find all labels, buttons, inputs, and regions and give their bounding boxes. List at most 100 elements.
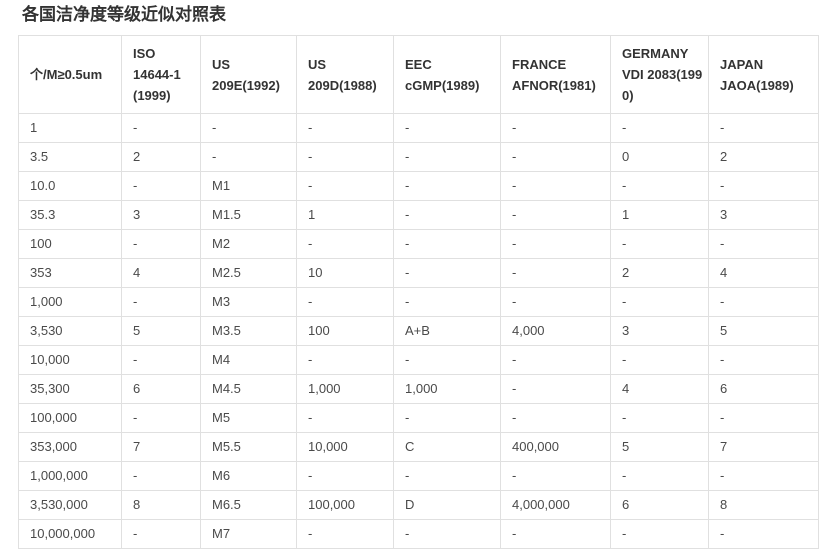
cell-germany-vdi: - bbox=[610, 171, 709, 201]
header-line: JAOA(1989) bbox=[720, 77, 794, 93]
cell-iso-14644-1: 6 bbox=[121, 374, 201, 404]
cell-eec-cgmp: - bbox=[393, 142, 501, 172]
column-header-us-209d: US 209D(1988) bbox=[296, 35, 394, 114]
cell-us-209d: 10 bbox=[296, 258, 394, 288]
header-line: 209E(1992) bbox=[212, 77, 280, 93]
cell-us-209e: M2 bbox=[200, 229, 297, 259]
cell-us-209e: - bbox=[200, 113, 297, 143]
cell-us-209d: 10,000 bbox=[296, 432, 394, 462]
cell-iso-14644-1: 3 bbox=[121, 200, 201, 230]
cell-eec-cgmp: - bbox=[393, 461, 501, 491]
cell-us-209d: - bbox=[296, 461, 394, 491]
cell-japan-jaoa: - bbox=[708, 345, 819, 375]
cell-iso-14644-1: 7 bbox=[121, 432, 201, 462]
cell-germany-vdi: 1 bbox=[610, 200, 709, 230]
cell-us-209e: - bbox=[200, 142, 297, 172]
cell-us-209e: M5.5 bbox=[200, 432, 297, 462]
cell-us-209d: - bbox=[296, 142, 394, 172]
cleanliness-comparison-table: 个/M≥0.5um ISO 14644-1 (1999) US 209E(1992) US 2… bbox=[18, 35, 819, 549]
table-row: 1,000- M3- - - - - bbox=[18, 287, 819, 317]
table-row: 3,530,000 8 M6.5 100,000 D 4,000,000 6 8 bbox=[18, 490, 819, 520]
cell-japan-jaoa: - bbox=[708, 403, 819, 433]
cell-eec-cgmp: - bbox=[393, 171, 501, 201]
cell-particles-per-m3: 1 bbox=[18, 113, 122, 143]
cell-france-afnor: - bbox=[500, 258, 611, 288]
cell-france-afnor: - bbox=[500, 113, 611, 143]
cell-particles-per-m3: 353 bbox=[18, 258, 122, 288]
cell-iso-14644-1: - bbox=[121, 287, 201, 317]
cell-particles-per-m3: 3,530 bbox=[18, 316, 122, 346]
cell-eec-cgmp: 1,000 bbox=[393, 374, 501, 404]
cell-germany-vdi: 5 bbox=[610, 432, 709, 462]
cell-us-209d: - bbox=[296, 171, 394, 201]
cell-germany-vdi: 6 bbox=[610, 490, 709, 520]
cell-particles-per-m3: 1,000 bbox=[18, 287, 122, 317]
header-line: 个/M≥0.5um bbox=[30, 67, 103, 82]
cell-us-209d: 1 bbox=[296, 200, 394, 230]
cell-france-afnor: 4,000 bbox=[500, 316, 611, 346]
cell-france-afnor: - bbox=[500, 287, 611, 317]
cell-eec-cgmp: - bbox=[393, 519, 501, 549]
cell-japan-jaoa: - bbox=[708, 171, 819, 201]
cell-us-209d: 100,000 bbox=[296, 490, 394, 520]
header-line: 209D(1988) bbox=[308, 77, 377, 93]
cell-eec-cgmp: - bbox=[393, 113, 501, 143]
cell-particles-per-m3: 35.3 bbox=[18, 200, 122, 230]
cell-japan-jaoa: 3 bbox=[708, 200, 819, 230]
cell-eec-cgmp: - bbox=[393, 345, 501, 375]
table-row: 100- M2- - - - - bbox=[18, 229, 819, 259]
table-row: 3.5 2- - - -0 2 bbox=[18, 142, 819, 172]
cell-us-209e: M3 bbox=[200, 287, 297, 317]
header-line: US bbox=[308, 56, 327, 72]
header-line: JAPAN bbox=[720, 56, 764, 72]
cell-japan-jaoa: 5 bbox=[708, 316, 819, 346]
cell-us-209e: M5 bbox=[200, 403, 297, 433]
header-line: EEC bbox=[405, 56, 432, 72]
cell-eec-cgmp: D bbox=[393, 490, 501, 520]
cell-us-209e: M1 bbox=[200, 171, 297, 201]
header-line: ISO bbox=[133, 46, 156, 61]
cell-japan-jaoa: 4 bbox=[708, 258, 819, 288]
cell-particles-per-m3: 1,000,000 bbox=[18, 461, 122, 491]
table-header: 个/M≥0.5um ISO 14644-1 (1999) US 209E(1992) US 2… bbox=[18, 35, 819, 114]
cell-japan-jaoa: 8 bbox=[708, 490, 819, 520]
table-row: 35,300 6 M4.5 1,000 1,000-4 6 bbox=[18, 374, 819, 404]
cell-iso-14644-1: 2 bbox=[121, 142, 201, 172]
cell-france-afnor: - bbox=[500, 171, 611, 201]
cell-iso-14644-1: - bbox=[121, 229, 201, 259]
column-header-iso-14644-1: ISO 14644-1 (1999) bbox=[121, 35, 201, 114]
cell-france-afnor: - bbox=[500, 142, 611, 172]
cell-particles-per-m3: 10,000 bbox=[18, 345, 122, 375]
column-header-germany-vdi: GERMANY VDI 2083(199 0) bbox=[610, 35, 709, 114]
table-row: 353,000 7 M5.5 10,000 C 400,000 5 7 bbox=[18, 432, 819, 462]
cell-japan-jaoa: - bbox=[708, 229, 819, 259]
cell-us-209e: M4 bbox=[200, 345, 297, 375]
cell-particles-per-m3: 100 bbox=[18, 229, 122, 259]
cell-us-209d: - bbox=[296, 403, 394, 433]
cell-us-209e: M6 bbox=[200, 461, 297, 491]
cell-iso-14644-1: - bbox=[121, 171, 201, 201]
cell-us-209d: 100 bbox=[296, 316, 394, 346]
cell-japan-jaoa: - bbox=[708, 287, 819, 317]
cell-france-afnor: - bbox=[500, 229, 611, 259]
table-row: 3,530 5 M3.5 100 A+B 4,000 3 5 bbox=[18, 316, 819, 346]
cell-us-209e: M6.5 bbox=[200, 490, 297, 520]
column-header-eec-cgmp: EEC cGMP(1989) bbox=[393, 35, 501, 114]
table-row: 100,000- M5- - - - - bbox=[18, 403, 819, 433]
cell-particles-per-m3: 10.0 bbox=[18, 171, 122, 201]
header-line: US bbox=[212, 56, 231, 72]
cell-iso-14644-1: - bbox=[121, 113, 201, 143]
cell-particles-per-m3: 3,530,000 bbox=[18, 490, 122, 520]
cell-france-afnor: - bbox=[500, 374, 611, 404]
cell-germany-vdi: - bbox=[610, 519, 709, 549]
cell-japan-jaoa: 2 bbox=[708, 142, 819, 172]
cell-iso-14644-1: - bbox=[121, 519, 201, 549]
cell-france-afnor: - bbox=[500, 403, 611, 433]
table-row: 1,000,000- M6- - - - - bbox=[18, 461, 819, 491]
cell-germany-vdi: - bbox=[610, 345, 709, 375]
cell-us-209d: - bbox=[296, 345, 394, 375]
cell-germany-vdi: - bbox=[610, 403, 709, 433]
header-line: GERMANY bbox=[622, 46, 689, 61]
cell-particles-per-m3: 353,000 bbox=[18, 432, 122, 462]
table-row: 10.0- M1- - - - - bbox=[18, 171, 819, 201]
